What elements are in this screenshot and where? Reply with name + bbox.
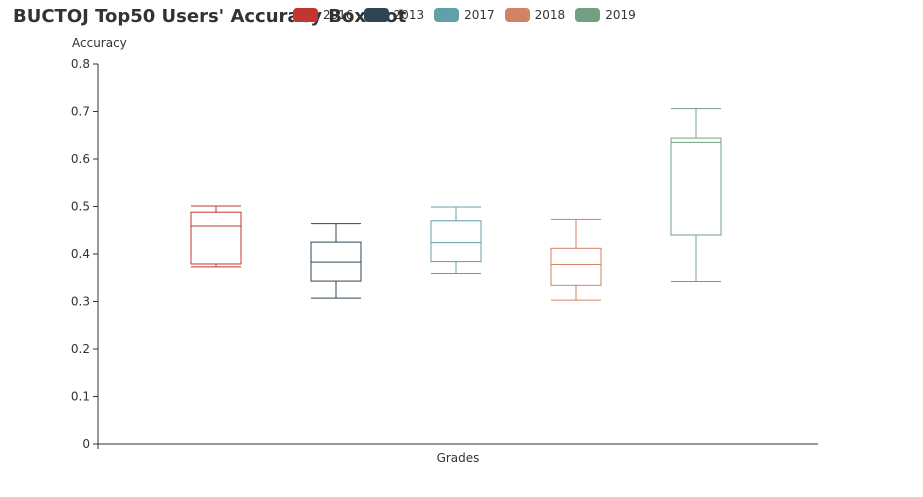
y-axis-ticks: 0 0.1 0.2 0.3 0.4 0.5 0.6 0.7 0.8 (71, 57, 98, 451)
y-tick-label: 0.3 (71, 295, 90, 309)
y-tick-label: 0.2 (71, 342, 90, 356)
legend-item-2016[interactable]: 2016 (293, 8, 354, 22)
legend-swatch (575, 8, 601, 22)
y-tick-label: 0 (82, 437, 90, 451)
legend: 2016 2013 2017 2018 2019 (293, 8, 646, 22)
y-tick-label: 0.4 (71, 247, 90, 261)
iqr-box (670, 137, 722, 236)
legend-label: 2017 (464, 8, 495, 22)
y-tick-label: 0.7 (71, 105, 90, 119)
legend-swatch (293, 8, 318, 22)
legend-label: 2019 (605, 8, 636, 22)
y-tick-label: 0.6 (71, 152, 90, 166)
legend-swatch (504, 8, 530, 22)
legend-swatch (434, 8, 460, 22)
iqr-box (430, 220, 482, 263)
axes (97, 64, 818, 449)
x-axis-label: Grades (437, 451, 480, 465)
y-tick-label: 0.1 (71, 390, 90, 404)
box-series (190, 108, 722, 301)
y-axis-label: Accuracy (72, 36, 127, 50)
legend-label: 2018 (534, 8, 566, 22)
box-2018 (550, 218, 602, 301)
box-2017 (430, 206, 482, 274)
legend-label: 2016 (323, 8, 354, 22)
legend-item-2017[interactable]: 2017 (434, 8, 495, 22)
iqr-box (550, 247, 602, 286)
legend-item-2013[interactable]: 2013 (363, 8, 425, 22)
box-2016 (190, 205, 242, 268)
y-tick-label: 0.5 (71, 200, 90, 214)
y-tick-label: 0.8 (71, 57, 90, 71)
box-2013 (310, 223, 362, 299)
legend-swatch (363, 8, 389, 22)
iqr-box (190, 211, 242, 265)
legend-label: 2013 (393, 8, 425, 22)
legend-item-2018[interactable]: 2018 (504, 8, 566, 22)
legend-item-2019[interactable]: 2019 (575, 8, 636, 22)
box-2019 (670, 108, 722, 283)
